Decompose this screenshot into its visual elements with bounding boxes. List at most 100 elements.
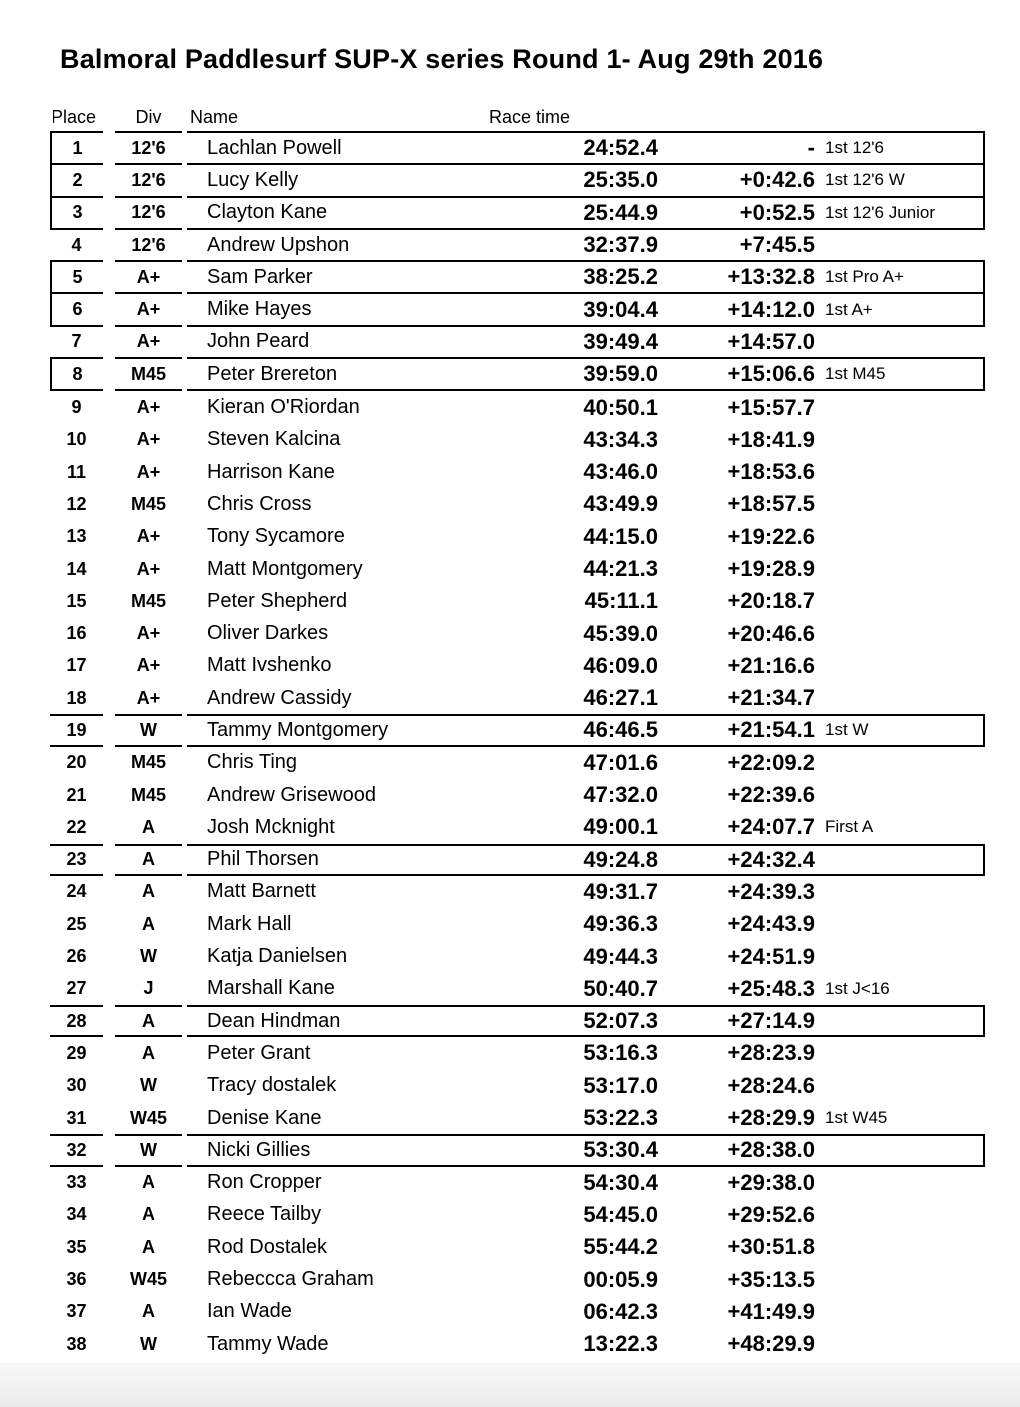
division-cell: M45 — [130, 590, 166, 611]
table-row: 12 M45 Chris Cross 43:49.9 +18:57.5 — [0, 488, 1020, 520]
time-diff-cell: +30:51.8 — [727, 1234, 815, 1260]
race-time-cell: 55:44.2 — [583, 1234, 658, 1260]
table-row: 23 A Phil Thorsen 49:24.8 +24:32.4 — [0, 843, 1020, 876]
row-region: Chris Cross 43:49.9 +18:57.5 — [187, 488, 985, 520]
row-region: Chris Ting 47:01.6 +22:09.2 — [187, 747, 985, 779]
column-gap — [103, 811, 115, 843]
race-time-cell: 54:30.4 — [583, 1169, 658, 1195]
place-cell: 28 — [50, 1005, 103, 1038]
name-cell: Chris Ting — [207, 751, 298, 774]
name-cell: John Peard — [207, 330, 310, 353]
division-cell: W — [115, 1134, 182, 1167]
name-cell: Matt Barnett — [207, 880, 316, 903]
place-cell: 16 — [66, 623, 87, 644]
name-cell: Dean Hindman — [207, 1009, 341, 1032]
name-cell: Rebeccca Graham — [207, 1268, 374, 1291]
name-cell: Peter Grant — [207, 1041, 311, 1064]
division-cell: A+ — [136, 687, 161, 708]
award-note-cell: 1st A+ — [825, 299, 873, 319]
table-row: 8 M45 Peter Brereton 39:59.0 +15:06.6 1st M45 — [0, 359, 1020, 392]
row-region: Lachlan Powell 24:52.4 -1st 12'6 — [187, 133, 985, 166]
column-gap — [103, 617, 115, 649]
results-table: Place Div Name Race time 1 12'6 Lachlan Po… — [0, 104, 1020, 1360]
race-time-cell: 53:17.0 — [583, 1072, 658, 1098]
time-diff-cell: +28:29.9 — [727, 1105, 815, 1131]
place-cell: 20 — [66, 752, 87, 773]
name-cell: Clayton Kane — [207, 201, 328, 224]
table-row: 35 A Rod Dostalek 55:44.2 +30:51.8 — [0, 1231, 1020, 1263]
table-row: 31 W45 Denise Kane 53:22.3 +28:29.9 1st W45 — [0, 1102, 1020, 1134]
table-row: 24 A Matt Barnett 49:31.7 +24:39.3 — [0, 876, 1020, 908]
table-row: 16 A+ Oliver Darkes 45:39.0 +20:46.6 — [0, 617, 1020, 649]
table-row: 6 A+ Mike Hayes 39:04.4 +14:12.0 1st A+ — [0, 294, 1020, 327]
name-cell: Tammy Wade — [207, 1332, 329, 1355]
place-cell: 19 — [50, 714, 103, 747]
column-gap — [103, 133, 115, 165]
time-diff-cell: +22:09.2 — [727, 749, 815, 775]
column-gap — [103, 104, 115, 133]
header-name-label: Name — [190, 107, 239, 127]
table-row: 32 W Nicki Gillies 53:30.4 +28:38.0 — [0, 1134, 1020, 1167]
column-gap — [103, 650, 115, 682]
division-cell: W — [140, 1075, 157, 1096]
table-row: 29 A Peter Grant 53:16.3 +28:23.9 — [0, 1037, 1020, 1069]
division-cell: 12'6 — [115, 133, 182, 166]
name-cell: Tony Sycamore — [207, 525, 345, 548]
name-cell: Rod Dostalek — [207, 1235, 328, 1258]
name-cell: Matt Montgomery — [207, 557, 363, 580]
place-cell: 3 — [50, 197, 103, 230]
table-row: 19 W Tammy Montgomery 46:46.5 +21:54.1 1st W — [0, 714, 1020, 747]
time-diff-cell: +24:51.9 — [727, 943, 815, 969]
table-row: 34 A Reece Tailby 54:45.0 +29:52.6 — [0, 1199, 1020, 1231]
time-diff-cell: +28:24.6 — [727, 1072, 815, 1098]
division-cell: W45 — [129, 1107, 167, 1128]
division-cell: A — [115, 843, 182, 876]
page-title: Balmoral Paddlesurf SUP-X series Round 1… — [60, 44, 824, 74]
column-gap — [103, 1199, 115, 1231]
time-diff-cell: +19:22.6 — [727, 523, 815, 549]
division-cell: A+ — [115, 294, 182, 327]
row-region: Mark Hall 49:36.3 +24:43.9 — [187, 908, 985, 940]
table-row: 1 12'6 Lachlan Powell 24:52.4 -1st 12'6 — [0, 133, 1020, 166]
race-time-cell: 00:05.9 — [583, 1266, 658, 1292]
place-cell: 8 — [50, 359, 103, 392]
race-time-cell: 49:36.3 — [583, 911, 658, 937]
time-diff-cell: +14:57.0 — [727, 328, 815, 354]
division-cell: A+ — [136, 623, 161, 644]
place-cell: 27 — [66, 978, 87, 999]
table-row: 4 12'6 Andrew Upshon 32:37.9 +7:45.5 — [0, 230, 1020, 263]
row-region: Ian Wade 06:42.3 +41:49.9 — [187, 1296, 985, 1328]
column-gap — [103, 294, 115, 326]
name-cell: Reece Tailby — [207, 1203, 322, 1226]
time-diff-cell: +18:57.5 — [727, 491, 815, 517]
row-region: Harrison Kane 43:46.0 +18:53.6 — [187, 456, 985, 488]
column-gap — [103, 1037, 115, 1069]
name-cell: Tracy dostalek — [207, 1074, 337, 1097]
award-note-cell: 1st Pro A+ — [825, 267, 904, 287]
row-region: Peter Shepherd 45:11.1 +20:18.7 — [187, 585, 985, 617]
race-time-cell: 43:34.3 — [583, 426, 658, 452]
division-cell: A+ — [136, 461, 161, 482]
row-region: Mike Hayes 39:04.4 +14:12.0 1st A+ — [187, 294, 985, 327]
row-region: Reece Tailby 54:45.0 +29:52.6 — [187, 1199, 985, 1231]
column-gap — [103, 1005, 115, 1037]
time-diff-cell: +20:18.7 — [727, 588, 815, 614]
division-cell: A — [142, 1042, 155, 1063]
table-row: 36 W45 Rebeccca Graham 00:05.9 +35:13.5 — [0, 1263, 1020, 1295]
table-row: 20 M45 Chris Ting 47:01.6 +22:09.2 — [0, 747, 1020, 779]
row-region: Clayton Kane 25:44.9 +0:52.5 1st 12'6 Junio… — [187, 197, 985, 230]
table-row: 14 A+ Matt Montgomery 44:21.3 +19:28.9 — [0, 553, 1020, 585]
name-cell: Ian Wade — [207, 1300, 292, 1323]
race-time-cell: 52:07.3 — [583, 1008, 658, 1034]
division-cell: 12'6 — [115, 165, 182, 198]
time-diff-cell: +21:16.6 — [727, 652, 815, 678]
row-region: Oliver Darkes 45:39.0 +20:46.6 — [187, 617, 985, 649]
division-cell: A — [142, 1301, 155, 1322]
column-gap — [103, 262, 115, 294]
place-cell: 26 — [66, 946, 87, 967]
place-cell: 34 — [66, 1204, 87, 1225]
column-gap — [103, 940, 115, 972]
place-cell: 31 — [66, 1107, 87, 1128]
column-gap — [103, 327, 115, 359]
time-diff-cell: +25:48.3 — [727, 975, 815, 1001]
